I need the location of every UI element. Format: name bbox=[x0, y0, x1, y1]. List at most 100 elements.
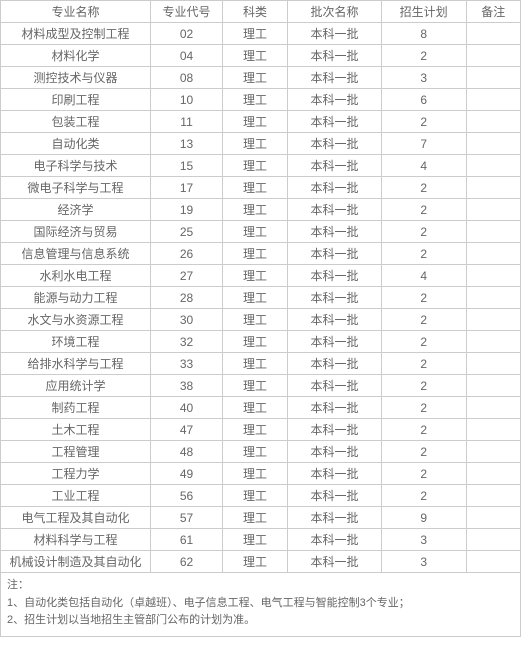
table-row: 水利水电工程27理工本科一批4 bbox=[1, 265, 521, 287]
cell-batch: 本科一批 bbox=[288, 551, 382, 573]
table-row: 印刷工程10理工本科一批6 bbox=[1, 89, 521, 111]
cell-name: 应用统计学 bbox=[1, 375, 151, 397]
cell-category: 理工 bbox=[222, 529, 287, 551]
cell-code: 10 bbox=[151, 89, 223, 111]
cell-plan: 2 bbox=[381, 331, 466, 353]
cell-plan: 3 bbox=[381, 529, 466, 551]
cell-code: 48 bbox=[151, 441, 223, 463]
table-row: 工程管理48理工本科一批2 bbox=[1, 441, 521, 463]
cell-plan: 4 bbox=[381, 155, 466, 177]
table-body: 材料成型及控制工程02理工本科一批8材料化学04理工本科一批2测控技术与仪器08… bbox=[1, 23, 521, 573]
table-row: 材料化学04理工本科一批2 bbox=[1, 45, 521, 67]
footnote-line: 2、招生计划以当地招生主管部门公布的计划为准。 bbox=[7, 612, 514, 630]
cell-name: 材料化学 bbox=[1, 45, 151, 67]
cell-code: 08 bbox=[151, 67, 223, 89]
table-row: 材料成型及控制工程02理工本科一批8 bbox=[1, 23, 521, 45]
table-row: 信息管理与信息系统26理工本科一批2 bbox=[1, 243, 521, 265]
cell-name: 水文与水资源工程 bbox=[1, 309, 151, 331]
cell-plan: 2 bbox=[381, 397, 466, 419]
cell-note bbox=[466, 89, 520, 111]
cell-category: 理工 bbox=[222, 265, 287, 287]
cell-name: 包装工程 bbox=[1, 111, 151, 133]
cell-plan: 2 bbox=[381, 375, 466, 397]
cell-batch: 本科一批 bbox=[288, 463, 382, 485]
cell-batch: 本科一批 bbox=[288, 441, 382, 463]
table-row: 工业工程56理工本科一批2 bbox=[1, 485, 521, 507]
cell-batch: 本科一批 bbox=[288, 287, 382, 309]
cell-category: 理工 bbox=[222, 375, 287, 397]
cell-code: 57 bbox=[151, 507, 223, 529]
table-row: 材料科学与工程61理工本科一批3 bbox=[1, 529, 521, 551]
cell-note bbox=[466, 353, 520, 375]
cell-category: 理工 bbox=[222, 507, 287, 529]
cell-name: 制药工程 bbox=[1, 397, 151, 419]
cell-name: 信息管理与信息系统 bbox=[1, 243, 151, 265]
cell-plan: 2 bbox=[381, 485, 466, 507]
cell-code: 13 bbox=[151, 133, 223, 155]
table-row: 应用统计学38理工本科一批2 bbox=[1, 375, 521, 397]
cell-code: 56 bbox=[151, 485, 223, 507]
cell-batch: 本科一批 bbox=[288, 111, 382, 133]
col-header-batch: 批次名称 bbox=[288, 1, 382, 23]
cell-note bbox=[466, 463, 520, 485]
cell-batch: 本科一批 bbox=[288, 177, 382, 199]
cell-batch: 本科一批 bbox=[288, 45, 382, 67]
cell-batch: 本科一批 bbox=[288, 507, 382, 529]
cell-code: 27 bbox=[151, 265, 223, 287]
cell-batch: 本科一批 bbox=[288, 265, 382, 287]
cell-category: 理工 bbox=[222, 133, 287, 155]
cell-category: 理工 bbox=[222, 441, 287, 463]
cell-code: 17 bbox=[151, 177, 223, 199]
cell-name: 工程管理 bbox=[1, 441, 151, 463]
cell-category: 理工 bbox=[222, 243, 287, 265]
cell-plan: 2 bbox=[381, 441, 466, 463]
cell-name: 工程力学 bbox=[1, 463, 151, 485]
cell-code: 49 bbox=[151, 463, 223, 485]
cell-plan: 2 bbox=[381, 287, 466, 309]
table-row: 微电子科学与工程17理工本科一批2 bbox=[1, 177, 521, 199]
table-row: 土木工程47理工本科一批2 bbox=[1, 419, 521, 441]
cell-batch: 本科一批 bbox=[288, 331, 382, 353]
cell-category: 理工 bbox=[222, 155, 287, 177]
cell-batch: 本科一批 bbox=[288, 529, 382, 551]
cell-batch: 本科一批 bbox=[288, 243, 382, 265]
table-row: 电子科学与技术15理工本科一批4 bbox=[1, 155, 521, 177]
table-row: 制药工程40理工本科一批2 bbox=[1, 397, 521, 419]
cell-name: 材料科学与工程 bbox=[1, 529, 151, 551]
cell-note bbox=[466, 221, 520, 243]
cell-category: 理工 bbox=[222, 353, 287, 375]
cell-name: 经济学 bbox=[1, 199, 151, 221]
cell-plan: 2 bbox=[381, 419, 466, 441]
cell-code: 38 bbox=[151, 375, 223, 397]
cell-category: 理工 bbox=[222, 111, 287, 133]
cell-name: 电子科学与技术 bbox=[1, 155, 151, 177]
cell-batch: 本科一批 bbox=[288, 397, 382, 419]
cell-category: 理工 bbox=[222, 89, 287, 111]
cell-category: 理工 bbox=[222, 463, 287, 485]
cell-category: 理工 bbox=[222, 199, 287, 221]
cell-note bbox=[466, 419, 520, 441]
cell-plan: 2 bbox=[381, 463, 466, 485]
table-header: 专业名称 专业代号 科类 批次名称 招生计划 备注 bbox=[1, 1, 521, 23]
cell-category: 理工 bbox=[222, 23, 287, 45]
footnote-line: 1、自动化类包括自动化（卓越班）、电子信息工程、电气工程与智能控制3个专业； bbox=[7, 595, 514, 613]
cell-note bbox=[466, 199, 520, 221]
cell-note bbox=[466, 111, 520, 133]
col-header-code: 专业代号 bbox=[151, 1, 223, 23]
cell-name: 印刷工程 bbox=[1, 89, 151, 111]
cell-note bbox=[466, 331, 520, 353]
cell-note bbox=[466, 177, 520, 199]
cell-note bbox=[466, 375, 520, 397]
cell-note bbox=[466, 485, 520, 507]
cell-batch: 本科一批 bbox=[288, 375, 382, 397]
cell-name: 电气工程及其自动化 bbox=[1, 507, 151, 529]
cell-category: 理工 bbox=[222, 419, 287, 441]
cell-code: 26 bbox=[151, 243, 223, 265]
cell-batch: 本科一批 bbox=[288, 89, 382, 111]
cell-batch: 本科一批 bbox=[288, 221, 382, 243]
cell-name: 自动化类 bbox=[1, 133, 151, 155]
cell-note bbox=[466, 133, 520, 155]
cell-code: 30 bbox=[151, 309, 223, 331]
cell-code: 33 bbox=[151, 353, 223, 375]
table-row: 测控技术与仪器08理工本科一批3 bbox=[1, 67, 521, 89]
